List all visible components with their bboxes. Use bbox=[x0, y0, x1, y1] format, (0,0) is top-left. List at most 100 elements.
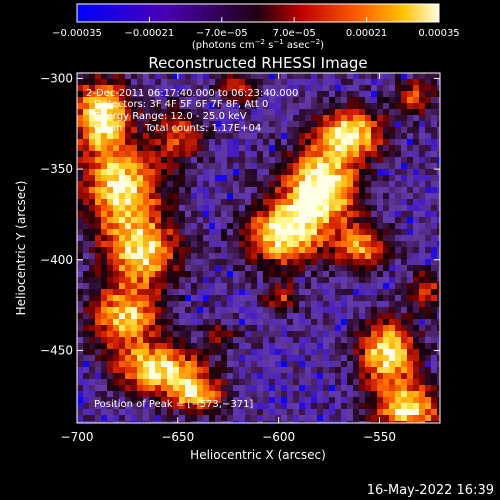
heatmap-cell bbox=[149, 223, 156, 230]
heatmap-cell bbox=[395, 277, 402, 284]
heatmap-cell bbox=[263, 391, 270, 398]
heatmap-cell bbox=[293, 91, 300, 98]
heatmap-cell bbox=[83, 373, 90, 380]
heatmap-cell bbox=[437, 205, 441, 212]
heatmap-cell bbox=[317, 121, 324, 128]
heatmap-cell bbox=[335, 205, 342, 212]
heatmap-cell bbox=[215, 307, 222, 314]
heatmap-cell bbox=[191, 205, 198, 212]
heatmap-cell bbox=[239, 151, 246, 158]
heatmap-cell bbox=[137, 277, 144, 284]
heatmap-cell bbox=[257, 145, 264, 152]
heatmap-cell bbox=[131, 169, 138, 176]
heatmap-cell bbox=[407, 229, 414, 236]
heatmap-cell bbox=[197, 409, 204, 416]
heatmap-cell bbox=[335, 109, 342, 116]
heatmap-cell bbox=[215, 151, 222, 158]
heatmap-cell bbox=[293, 253, 300, 260]
heatmap-cell bbox=[353, 199, 360, 206]
heatmap-cell bbox=[113, 223, 120, 230]
heatmap-cell bbox=[239, 403, 246, 410]
heatmap-cell bbox=[149, 259, 156, 266]
heatmap-cell bbox=[437, 97, 441, 104]
heatmap-cell bbox=[107, 343, 114, 350]
heatmap-cell bbox=[251, 205, 258, 212]
heatmap-cell bbox=[275, 169, 282, 176]
heatmap-cell bbox=[125, 307, 132, 314]
heatmap-cell bbox=[95, 187, 102, 194]
heatmap-cell bbox=[323, 121, 330, 128]
heatmap-cell bbox=[389, 355, 396, 362]
heatmap-cell bbox=[347, 85, 354, 92]
heatmap-cell bbox=[113, 139, 120, 146]
heatmap-cell bbox=[269, 139, 276, 146]
heatmap-cell bbox=[329, 229, 336, 236]
heatmap-cell bbox=[341, 265, 348, 272]
heatmap-cell bbox=[227, 151, 234, 158]
heatmap-cell bbox=[227, 229, 234, 236]
heatmap-cell bbox=[437, 217, 441, 224]
heatmap-cell bbox=[425, 133, 432, 140]
heatmap-cell bbox=[107, 289, 114, 296]
heatmap-cell bbox=[245, 415, 252, 422]
heatmap-cell bbox=[287, 241, 294, 248]
heatmap-cell bbox=[395, 307, 402, 314]
heatmap-cell bbox=[341, 97, 348, 104]
heatmap-cell bbox=[167, 253, 174, 260]
heatmap-cell bbox=[275, 115, 282, 122]
heatmap-cell bbox=[167, 199, 174, 206]
heatmap-cell bbox=[233, 103, 240, 110]
heatmap-cell bbox=[263, 205, 270, 212]
heatmap-cell bbox=[95, 349, 102, 356]
heatmap-cell bbox=[293, 127, 300, 134]
heatmap-cell bbox=[143, 373, 150, 380]
heatmap-cell bbox=[83, 151, 90, 158]
heatmap-cell bbox=[179, 355, 186, 362]
heatmap-cell bbox=[89, 379, 96, 386]
heatmap-cell bbox=[383, 187, 390, 194]
heatmap-cell bbox=[179, 223, 186, 230]
heatmap-cell bbox=[113, 175, 120, 182]
heatmap-cell bbox=[203, 403, 210, 410]
annotation-energy: Energy Range: 12.0 - 25.0 keV bbox=[94, 111, 247, 122]
heatmap-cell bbox=[413, 265, 420, 272]
heatmap-cell bbox=[293, 79, 300, 86]
heatmap-cell bbox=[233, 307, 240, 314]
heatmap-cell bbox=[257, 127, 264, 134]
heatmap-cell bbox=[245, 163, 252, 170]
heatmap-cell bbox=[251, 265, 258, 272]
heatmap-cell bbox=[425, 175, 432, 182]
heatmap-cell bbox=[125, 325, 132, 332]
heatmap-cell bbox=[263, 181, 270, 188]
heatmap-cell bbox=[347, 265, 354, 272]
heatmap-cell bbox=[125, 253, 132, 260]
heatmap-cell bbox=[107, 265, 114, 272]
heatmap-cell bbox=[305, 415, 312, 422]
heatmap-cell bbox=[407, 103, 414, 110]
heatmap-cell bbox=[167, 151, 174, 158]
heatmap-cell bbox=[89, 115, 96, 122]
heatmap-cell bbox=[371, 259, 378, 266]
heatmap-cell bbox=[77, 331, 84, 338]
heatmap-cell bbox=[425, 157, 432, 164]
heatmap-cell bbox=[203, 115, 210, 122]
heatmap-cell bbox=[365, 223, 372, 230]
heatmap-cell bbox=[107, 115, 114, 122]
heatmap-cell bbox=[431, 97, 438, 104]
y-axis-label: Heliocentric Y (arcsec) bbox=[14, 181, 28, 316]
heatmap-cell bbox=[257, 241, 264, 248]
heatmap-cell bbox=[149, 409, 156, 416]
heatmap-cell bbox=[257, 379, 264, 386]
heatmap-cell bbox=[149, 97, 156, 104]
heatmap-cell bbox=[407, 205, 414, 212]
heatmap-cell bbox=[101, 169, 108, 176]
heatmap-cell bbox=[377, 85, 384, 92]
heatmap-cell bbox=[365, 271, 372, 278]
heatmap-cell bbox=[395, 301, 402, 308]
heatmap-cell bbox=[299, 289, 306, 296]
heatmap-cell bbox=[377, 421, 384, 424]
heatmap-cell bbox=[395, 289, 402, 296]
heatmap-cell bbox=[413, 313, 420, 320]
heatmap-cell bbox=[221, 307, 228, 314]
heatmap-cell bbox=[161, 241, 168, 248]
